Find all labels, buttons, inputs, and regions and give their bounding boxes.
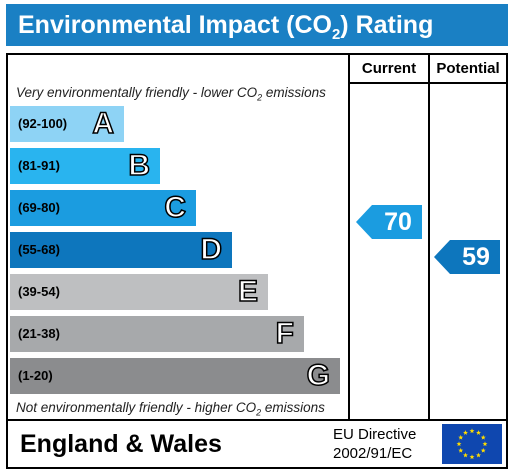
eu-star-icon [463,430,468,435]
eu-star-icon [469,454,475,460]
band-e: (39-54) E [10,274,268,310]
band-range: (39-54) [18,284,60,299]
potential-rating-value: 59 [462,243,490,271]
bottom-note-suffix: emissions [261,400,325,415]
band-letter: A [92,106,115,141]
bottom-note: Not environmentally friendly - higher CO… [16,400,325,418]
eu-star-icon [482,441,488,447]
eu-star-icon [476,452,481,458]
band-a: (92-100) A [10,106,124,142]
bottom-note-prefix: Not environmentally friendly - higher CO [16,400,257,415]
band-f: (21-38) F [10,316,304,352]
potential-arrow-shape [434,240,500,274]
top-note-suffix: emissions [262,85,326,100]
footer: England & Wales EU Directive 2002/91/EC [6,421,508,469]
potential-column-header: Potential [436,60,500,77]
band-letter: G [306,358,331,393]
eu-flag-icon [442,424,502,464]
band-letter: F [275,316,295,351]
band-d: (55-68) D [10,232,232,268]
bottom-note-subscript: 2 [256,407,262,418]
column-divider-current [348,55,350,419]
band-letter: E [237,274,259,309]
title-prefix: Environmental Impact (CO [18,11,332,39]
top-note-subscript: 2 [257,92,263,103]
region-label: England & Wales [20,430,222,458]
eu-star-icon [463,452,468,458]
eu-star-icon [469,428,475,434]
band-letter: B [128,148,151,183]
directive-line-1: EU Directive [333,426,417,443]
eu-star-icon [458,447,464,453]
eu-star-icon [480,447,486,453]
title-suffix: ) Rating [340,11,434,39]
eu-star-icon [480,434,486,440]
current-rating-value: 70 [384,208,412,236]
title-subscript: 2 [331,26,341,43]
top-note-prefix: Very environmentally friendly - lower CO [16,85,258,100]
eu-star-icon [476,430,481,435]
current-column-header: Current [361,60,417,77]
band-range: (1-20) [18,368,53,383]
top-note: Very environmentally friendly - lower CO… [16,85,326,103]
eu-directive: EU Directive 2002/91/EC [333,425,416,463]
column-divider-potential [428,55,430,419]
rating-table: Current Potential Very environmentally f… [6,53,508,421]
band-letter: C [164,190,187,225]
eu-star-icon [456,441,462,447]
eu-flag-stars [456,428,488,460]
band-letter: D [200,232,223,267]
band-range: (81-91) [18,158,60,173]
band-g: (1-20) G [10,358,340,394]
current-rating-arrow: 70 [356,205,422,239]
header-divider [348,82,506,84]
current-arrow-shape [356,205,422,239]
eu-star-icon [458,434,464,440]
directive-line-2: 2002/91/EC [333,445,413,462]
band-range: (92-100) [18,116,68,131]
band-range: (55-68) [18,242,60,257]
band-c: (69-80) C [10,190,196,226]
potential-rating-arrow: 59 [434,240,500,274]
band-b: (81-91) B [10,148,160,184]
band-range: (69-80) [18,200,60,215]
page-title: Environmental Impact (CO2) Rating [6,4,508,46]
band-range: (21-38) [18,326,60,341]
